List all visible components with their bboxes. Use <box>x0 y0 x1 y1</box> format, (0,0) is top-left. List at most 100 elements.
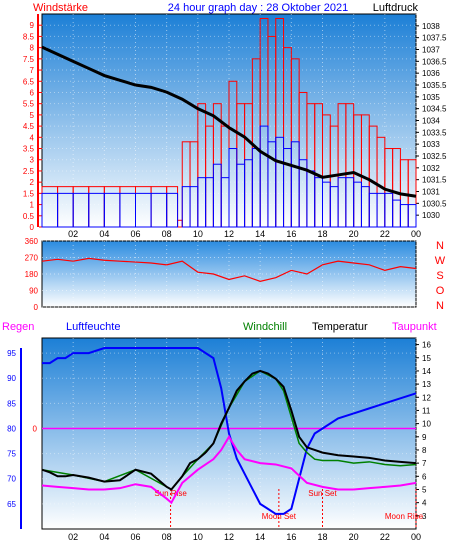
pressure-tick-label: 1038 <box>422 22 440 31</box>
humidity-tick-label: 70 <box>7 475 16 484</box>
pressure-line <box>41 45 417 198</box>
pressure-tick-label: 1034.5 <box>422 105 447 114</box>
wind-direction-line <box>41 257 417 282</box>
x-tick-label: 12 <box>224 532 234 542</box>
wind-tick-label: 0 <box>30 223 35 232</box>
humidity-tick-label: 95 <box>7 349 16 358</box>
temp-tick-label: 9 <box>422 433 427 442</box>
x-tick-label: 18 <box>317 532 327 542</box>
legend-regen: Regen <box>2 321 34 333</box>
x-tick-label: 06 <box>130 532 140 542</box>
humidity-tick-label: 80 <box>7 424 16 433</box>
temp-tick-label: 15 <box>422 354 431 363</box>
x-tick-label: 08 <box>162 229 172 239</box>
wind-tick-label: 4.5 <box>23 122 35 131</box>
x-tick-label: 10 <box>193 532 203 542</box>
annotation-label: Sun Set <box>308 489 337 498</box>
wind-tick-label: 7.5 <box>23 55 35 64</box>
direction-tick-label: 180 <box>25 270 39 279</box>
wind-direction-series <box>41 257 417 282</box>
wind-tick-label: 7 <box>30 66 35 75</box>
direction-tick-label: 270 <box>25 254 39 263</box>
temp-tick-label: 5 <box>422 485 427 494</box>
x-tick-label: 02 <box>68 229 78 239</box>
wind-pressure-axes: 02 04 06 08 10 12 14 16 18 20 22 0000.511.522.533.5… <box>23 14 447 239</box>
annotation-label: Sun Rise <box>154 489 187 498</box>
x-tick-label: 06 <box>130 229 140 239</box>
pressure-tick-label: 1031.5 <box>422 176 447 185</box>
x-tick-label: 22 <box>380 229 390 239</box>
legend-windchill: Windchill <box>243 321 287 333</box>
temp-humidity-axes: 65 70 75 80 85 90 95 0 3 4 5 6 7 8 9 10 11 12 13 14 15 16 02 04… <box>7 338 431 542</box>
pressure-tick-label: 1031 <box>422 188 440 197</box>
pressure-tick-label: 1037.5 <box>422 34 447 43</box>
x-tick-label: 04 <box>99 229 109 239</box>
temp-tick-label: 8 <box>422 446 427 455</box>
wind-tick-label: 8.5 <box>23 32 35 41</box>
x-tick-label: 08 <box>162 532 172 542</box>
temp-tick-label: 10 <box>422 420 431 429</box>
wind-tick-label: 5 <box>30 111 35 120</box>
dewpoint-line <box>41 434 417 505</box>
wind-tick-label: 1 <box>30 201 35 210</box>
annotation-label: Moon Rise <box>385 512 424 521</box>
wind-tick-label: 2 <box>30 178 35 187</box>
compass-label: W <box>435 255 446 267</box>
humidity-tick-label: 75 <box>7 450 16 459</box>
temp-tick-label: 7 <box>422 459 427 468</box>
annotation-label: Moon Set <box>262 512 297 521</box>
compass-label: S <box>436 270 443 282</box>
temp-tick-label: 11 <box>422 406 431 415</box>
temp-tick-label: 3 <box>422 512 427 521</box>
pressure-axis-title: Luftdruck <box>373 2 419 14</box>
temp-tick-label: 13 <box>422 380 431 389</box>
wind-tick-label: 2.5 <box>23 167 35 176</box>
x-tick-label: 20 <box>349 532 359 542</box>
wind-tick-label: 6.5 <box>23 77 35 86</box>
humidity-line <box>42 347 417 515</box>
x-tick-label: 02 <box>68 532 78 542</box>
wind-avg-bar <box>407 204 417 228</box>
legend-taupunkt: Taupunkt <box>392 321 437 333</box>
x-tick-label: 20 <box>349 229 359 239</box>
direction-tick-label: 0 <box>34 303 39 312</box>
temperature-line <box>41 369 417 491</box>
pressure-tick-label: 1033.5 <box>422 128 447 137</box>
pressure-tick-label: 1037 <box>422 46 440 55</box>
wind-tick-label: 9 <box>30 21 35 30</box>
wind-tick-label: 0.5 <box>23 212 35 221</box>
temp-tick-label: 6 <box>422 472 427 481</box>
pressure-tick-label: 1032 <box>422 164 440 173</box>
x-tick-label: 14 <box>255 229 265 239</box>
compass-label: N <box>436 240 444 252</box>
pressure-tick-label: 1036 <box>422 69 440 78</box>
compass-label: O <box>436 285 445 297</box>
wind-tick-label: 5.5 <box>23 100 35 109</box>
x-tick-label: 16 <box>286 532 296 542</box>
legend-luftfeuchte: Luftfeuchte <box>66 321 120 333</box>
x-tick-label: 00 <box>411 229 421 239</box>
humidity-tick-label: 65 <box>7 500 16 509</box>
rain-tick-label: 0 <box>33 424 38 433</box>
temp-tick-label: 16 <box>422 341 431 350</box>
wind-tick-label: 1.5 <box>23 189 35 198</box>
wind-tick-label: 6 <box>30 88 35 97</box>
x-tick-label: 22 <box>380 532 390 542</box>
legend-temperatur: Temperatur <box>312 321 368 333</box>
pressure-tick-label: 1035.5 <box>422 81 447 90</box>
wind-tick-label: 4 <box>30 133 35 142</box>
x-tick-label: 18 <box>317 229 327 239</box>
pressure-tick-label: 1033 <box>422 140 440 149</box>
x-tick-label: 14 <box>255 532 265 542</box>
wind-tick-label: 3 <box>30 156 35 165</box>
direction-tick-label: 360 <box>25 237 39 246</box>
temp-tick-label: 12 <box>422 393 431 402</box>
temp-tick-label: 4 <box>422 499 427 508</box>
humidity-tick-label: 90 <box>7 374 16 383</box>
wind-tick-label: 3.5 <box>23 145 35 154</box>
x-tick-label: 00 <box>411 532 421 542</box>
x-tick-label: 10 <box>193 229 203 239</box>
